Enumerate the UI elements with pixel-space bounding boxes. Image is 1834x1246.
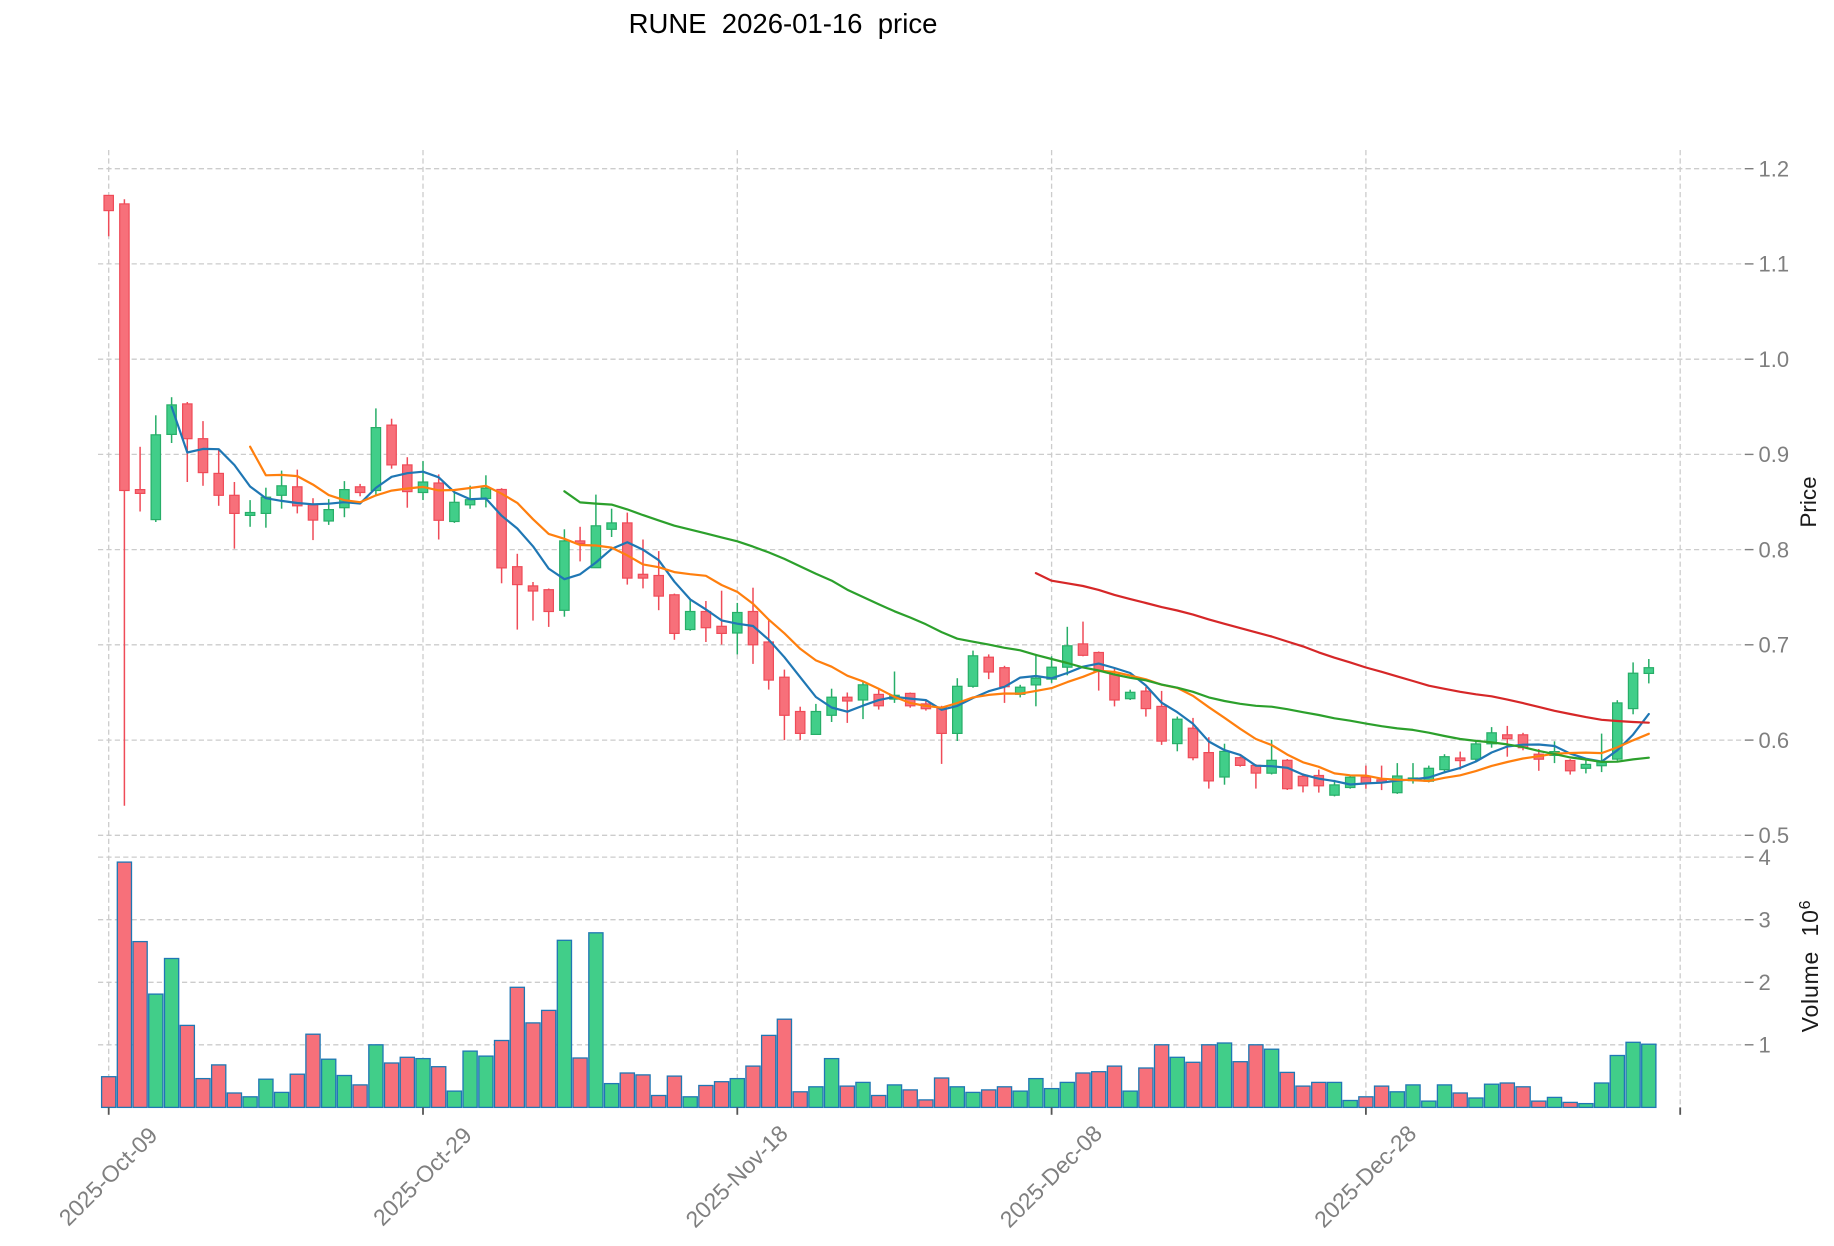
svg-text:0.7: 0.7 bbox=[1759, 633, 1790, 658]
svg-text:Volume 106: Volume 106 bbox=[1797, 900, 1823, 1033]
svg-text:0.9: 0.9 bbox=[1759, 442, 1790, 467]
svg-text:1.0: 1.0 bbox=[1759, 347, 1790, 372]
svg-text:3: 3 bbox=[1759, 908, 1771, 933]
svg-text:0.6: 0.6 bbox=[1759, 728, 1790, 753]
svg-text:1: 1 bbox=[1759, 1033, 1771, 1058]
svg-text:2: 2 bbox=[1759, 970, 1771, 995]
svg-text:Price: Price bbox=[1796, 476, 1821, 527]
svg-text:RUNE 2026-01-16 price: RUNE 2026-01-16 price bbox=[629, 8, 938, 39]
svg-text:1.2: 1.2 bbox=[1759, 157, 1790, 182]
svg-text:1.1: 1.1 bbox=[1759, 252, 1790, 277]
svg-text:4: 4 bbox=[1759, 845, 1771, 870]
svg-text:0.8: 0.8 bbox=[1759, 537, 1790, 562]
svg-text:0.5: 0.5 bbox=[1759, 823, 1790, 848]
